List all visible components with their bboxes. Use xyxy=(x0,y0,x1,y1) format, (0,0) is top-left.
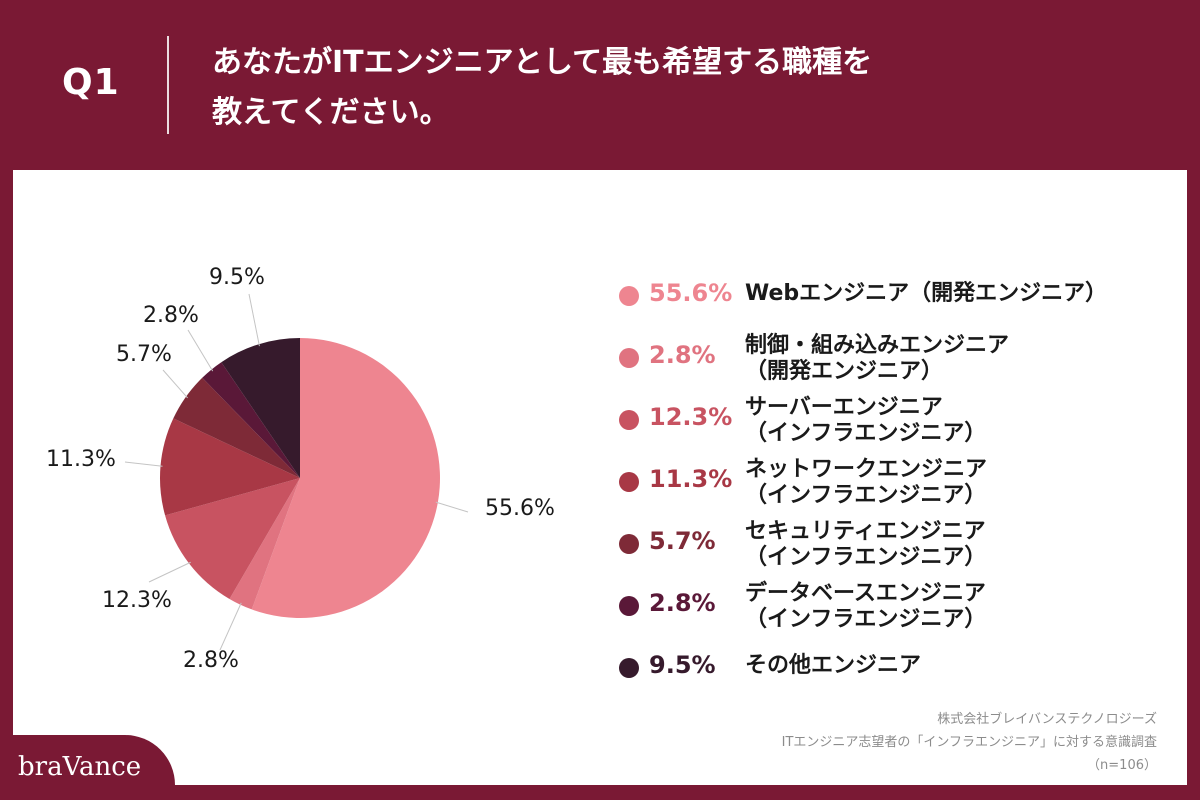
legend-label: その他エンジニア xyxy=(745,653,921,679)
legend: 55.6% Webエンジニア（開発エンジニア） 2.8% 制御・組み込みエンジニア （開… xyxy=(619,265,1179,699)
legend-item: 2.8% 制御・組み込みエンジニア （開発エンジニア） xyxy=(619,327,1179,389)
source-sample-size: （n=106） xyxy=(1087,758,1157,773)
legend-percent: 12.3% xyxy=(649,403,733,431)
legend-label-line-1: その他エンジニア xyxy=(745,653,922,678)
legend-swatch xyxy=(619,410,639,430)
legend-label: 制御・組み込みエンジニア （開発エンジニア） xyxy=(745,333,1009,385)
pie-slice xyxy=(221,338,300,478)
pie-slice xyxy=(173,377,300,478)
slice-data-label: 12.3% xyxy=(102,588,172,613)
pie-slice xyxy=(160,418,300,516)
legend-label-line-2: （インフラエンジニア） xyxy=(745,483,987,508)
legend-label-line-2: （開発エンジニア） xyxy=(745,359,944,384)
question-line-1: あなたがITエンジニアとして最も希望する職種を xyxy=(212,45,873,80)
legend-percent: 11.3% xyxy=(649,465,733,493)
legend-swatch xyxy=(619,472,639,492)
legend-swatch xyxy=(619,348,639,368)
header-divider xyxy=(167,36,169,134)
logo-tab xyxy=(0,735,175,800)
legend-item: 2.8% データベースエンジニア （インフラエンジニア） xyxy=(619,575,1179,637)
legend-label: データベースエンジニア （インフラエンジニア） xyxy=(745,581,986,633)
slice-data-label: 2.8% xyxy=(143,303,199,328)
chart-panel: 55.6% 2.8% 12.3% 11.3% 5.7% 2.8% 9.5% 55.6% Web… xyxy=(13,170,1187,785)
pie-slice xyxy=(229,478,300,610)
slice-data-label: 2.8% xyxy=(183,648,239,673)
leader-line xyxy=(435,501,469,513)
legend-label-line-2: （インフラエンジニア） xyxy=(745,421,987,446)
leader-line xyxy=(124,461,163,467)
legend-label-line-2: （インフラエンジニア） xyxy=(745,545,987,570)
bravance-logo: braVance xyxy=(18,752,142,782)
legend-percent: 9.5% xyxy=(649,651,716,679)
slice-data-label: 5.7% xyxy=(116,342,172,367)
question-number: Q1 xyxy=(62,62,120,103)
legend-label: ネットワークエンジニア （インフラエンジニア） xyxy=(745,457,987,509)
header: Q1 あなたがITエンジニアとして最も希望する職種を 教えてください。 xyxy=(0,0,1200,170)
slice-data-label: 11.3% xyxy=(46,447,116,472)
legend-percent: 55.6% xyxy=(649,279,733,307)
question-text: あなたがITエンジニアとして最も希望する職種を 教えてください。 xyxy=(212,38,1112,138)
legend-swatch xyxy=(619,596,639,616)
leader-line xyxy=(148,561,191,583)
leader-line xyxy=(187,329,214,372)
legend-label-line-1: サーバーエンジニア xyxy=(745,395,943,420)
slice-data-label: 55.6% xyxy=(485,496,555,521)
legend-label-line-1: 制御・組み込みエンジニア xyxy=(745,333,1010,358)
legend-percent: 2.8% xyxy=(649,341,716,369)
legend-label: Webエンジニア（開発エンジニア） xyxy=(745,281,1107,307)
source-survey: ITエンジニア志望者の「インフラエンジニア」に対する意識調査 xyxy=(781,735,1157,750)
legend-label-line-2: （インフラエンジニア） xyxy=(745,607,987,632)
pie-slice xyxy=(202,362,300,478)
legend-swatch xyxy=(619,286,639,306)
legend-item: 12.3% サーバーエンジニア （インフラエンジニア） xyxy=(619,389,1179,451)
leader-line xyxy=(219,602,242,651)
legend-item: 9.5% その他エンジニア xyxy=(619,637,1179,699)
question-line-2: 教えてください。 xyxy=(212,95,450,130)
legend-item: 5.7% セキュリティエンジニア （インフラエンジニア） xyxy=(619,513,1179,575)
legend-label-line-1: セキュリティエンジニア xyxy=(745,519,986,544)
legend-swatch xyxy=(619,658,639,678)
legend-percent: 5.7% xyxy=(649,527,716,555)
legend-item: 55.6% Webエンジニア（開発エンジニア） xyxy=(619,265,1179,327)
legend-label-line-1: Webエンジニア（開発エンジニア） xyxy=(745,281,1108,306)
legend-label-line-1: データベースエンジニア xyxy=(745,581,986,606)
source-note: 株式会社ブレイバンステクノロジーズ ITエンジニア志望者の「インフラエンジニア」… xyxy=(782,708,1157,777)
legend-label: サーバーエンジニア （インフラエンジニア） xyxy=(745,395,986,447)
pie-slice xyxy=(251,338,440,618)
pie-slice xyxy=(165,478,300,599)
pie-chart: 55.6% 2.8% 12.3% 11.3% 5.7% 2.8% 9.5% xyxy=(46,265,555,673)
leader-line xyxy=(248,293,260,347)
slice-data-label: 9.5% xyxy=(209,265,265,290)
leader-line xyxy=(162,369,188,399)
legend-label: セキュリティエンジニア （インフラエンジニア） xyxy=(745,519,986,571)
legend-swatch xyxy=(619,534,639,554)
legend-label-line-1: ネットワークエンジニア xyxy=(745,457,988,482)
legend-item: 11.3% ネットワークエンジニア （インフラエンジニア） xyxy=(619,451,1179,513)
source-company: 株式会社ブレイバンステクノロジーズ xyxy=(937,712,1157,727)
legend-percent: 2.8% xyxy=(649,589,716,617)
